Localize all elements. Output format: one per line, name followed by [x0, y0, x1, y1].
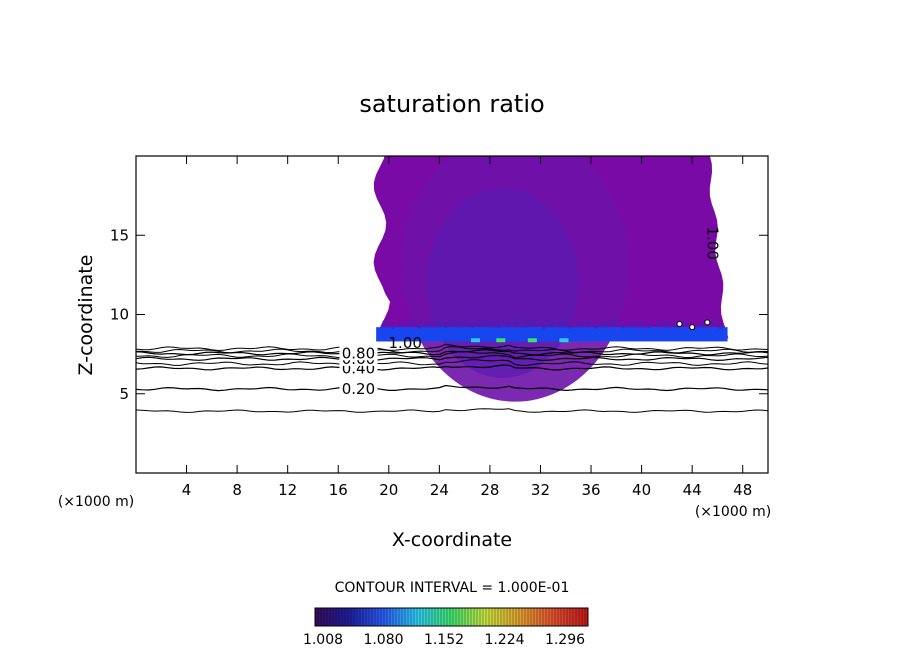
colorbar-label: 1.080 — [363, 632, 403, 648]
cloud-base-texture — [382, 320, 386, 325]
cloud-base-highlight — [559, 338, 569, 343]
contour-small-loop — [704, 319, 711, 326]
colorbar-label: 1.008 — [303, 632, 343, 648]
cloud-base-texture — [426, 322, 430, 327]
y-axis-ticks: 5 10 15 — [110, 226, 768, 403]
cloud-base-texture — [639, 319, 643, 324]
x-tick-label: 20 — [379, 481, 398, 499]
contour-line-extra — [136, 359, 768, 367]
cloud-base-texture — [453, 322, 457, 327]
contour-small-loop — [676, 321, 683, 328]
colorbar-label: 1.296 — [545, 632, 585, 648]
cloud-base-highlight — [527, 338, 537, 343]
x-tick-label: 8 — [232, 481, 242, 499]
cloud-base-texture — [656, 321, 660, 326]
contour-label-bg — [339, 345, 378, 361]
cloud-base-texture — [674, 323, 678, 328]
contour-line — [136, 364, 768, 371]
x-tick-label: 40 — [632, 481, 651, 499]
cloud-base-texture — [630, 322, 634, 327]
x-axis-label: X-coordinate — [392, 529, 512, 551]
cloud-base-texture — [612, 320, 616, 325]
cloud-base-texture — [462, 319, 466, 324]
cloud-base-texture — [594, 324, 598, 329]
cloud-base-highlight — [496, 338, 506, 343]
cloud-base-texture — [577, 322, 581, 327]
cloud-base-texture — [718, 325, 722, 330]
cloud-base-texture — [479, 321, 483, 326]
cloud-base-texture — [603, 322, 607, 327]
cloud-base-texture — [532, 321, 536, 326]
contour-line-base — [136, 408, 768, 413]
chart-title: saturation ratio — [359, 90, 544, 118]
cloud-base-texture — [444, 324, 448, 329]
x-tick-label: 44 — [683, 481, 702, 499]
contour-line-extra — [136, 346, 768, 354]
contour-line-extra — [136, 343, 768, 352]
cloud-base-texture — [391, 324, 395, 329]
cloud-base-texture — [400, 322, 404, 327]
colorbar-label: 1.224 — [484, 632, 524, 648]
cloud-base-highlight — [470, 338, 480, 343]
x-tick-label: 12 — [278, 481, 297, 499]
contour-line — [136, 384, 768, 392]
y-tick-label: 5 — [119, 385, 129, 403]
cloud-base-texture — [497, 323, 501, 328]
cloud-base-texture — [559, 320, 563, 325]
cloud-base-texture — [417, 324, 421, 329]
y-tick-label: 15 — [110, 226, 129, 244]
colorbar-gradient — [314, 607, 589, 627]
cloud-base-texture — [470, 324, 474, 329]
x-tick-label: 48 — [733, 481, 752, 499]
cloud-base-texture — [515, 319, 519, 324]
cloud-base-texture — [550, 323, 554, 328]
cloud-base-texture — [621, 324, 625, 329]
contour-label: 1.00 — [389, 334, 422, 352]
cloud-contour-label: 1.00 — [703, 226, 721, 259]
cloud-base-texture — [709, 321, 713, 326]
x-tick-label: 32 — [531, 481, 550, 499]
x-tick-label: 16 — [329, 481, 348, 499]
colorbar-label: 1.152 — [424, 632, 464, 648]
cloud-base-texture — [585, 320, 589, 325]
contour-line-extra — [136, 350, 768, 359]
contour-label-bg — [339, 380, 378, 396]
colorbar — [314, 607, 589, 627]
cloud-base-texture — [665, 319, 669, 324]
cloud-base-texture — [506, 321, 510, 326]
x-tick-label: 24 — [430, 481, 449, 499]
y-tick-label: 10 — [110, 306, 129, 324]
x-tick-label: 36 — [581, 481, 600, 499]
x-tick-label: 28 — [480, 481, 499, 499]
field-layer — [373, 156, 729, 402]
cloud-base-texture — [647, 324, 651, 329]
contour-interval-text: CONTOUR INTERVAL = 1.000E-01 — [335, 580, 570, 596]
cloud-base-texture — [701, 323, 705, 328]
contour-small-loop — [689, 324, 696, 331]
y-axis-label: Z-coordinate — [75, 255, 97, 376]
cloud-base-texture — [541, 325, 545, 330]
colorbar-labels: 1.008 1.080 1.152 1.224 1.296 — [303, 632, 585, 648]
cloud-base-texture — [435, 320, 439, 325]
x-axis-ticks: 4 8 12 16 20 24 28 32 36 40 44 48 — [182, 156, 752, 499]
contour-label: 0.80 — [342, 344, 375, 362]
x-tick-label: 4 — [182, 481, 192, 499]
cloud-base-texture — [409, 320, 413, 325]
contour-line — [136, 354, 768, 362]
cloud-base-texture — [568, 324, 572, 329]
y-unit-label: (×1000 m) — [58, 494, 134, 510]
contour-line — [136, 349, 768, 356]
contour-layer: 0.200.400.600.801.001.00 — [136, 226, 768, 413]
cloud-base-texture — [524, 323, 528, 328]
contour-label: 0.20 — [342, 380, 375, 398]
cloud-base-band — [376, 327, 728, 342]
cloud-base-texture — [488, 319, 492, 324]
cloud-base-texture — [683, 321, 687, 326]
x-unit-label: (×1000 m) — [695, 504, 771, 520]
